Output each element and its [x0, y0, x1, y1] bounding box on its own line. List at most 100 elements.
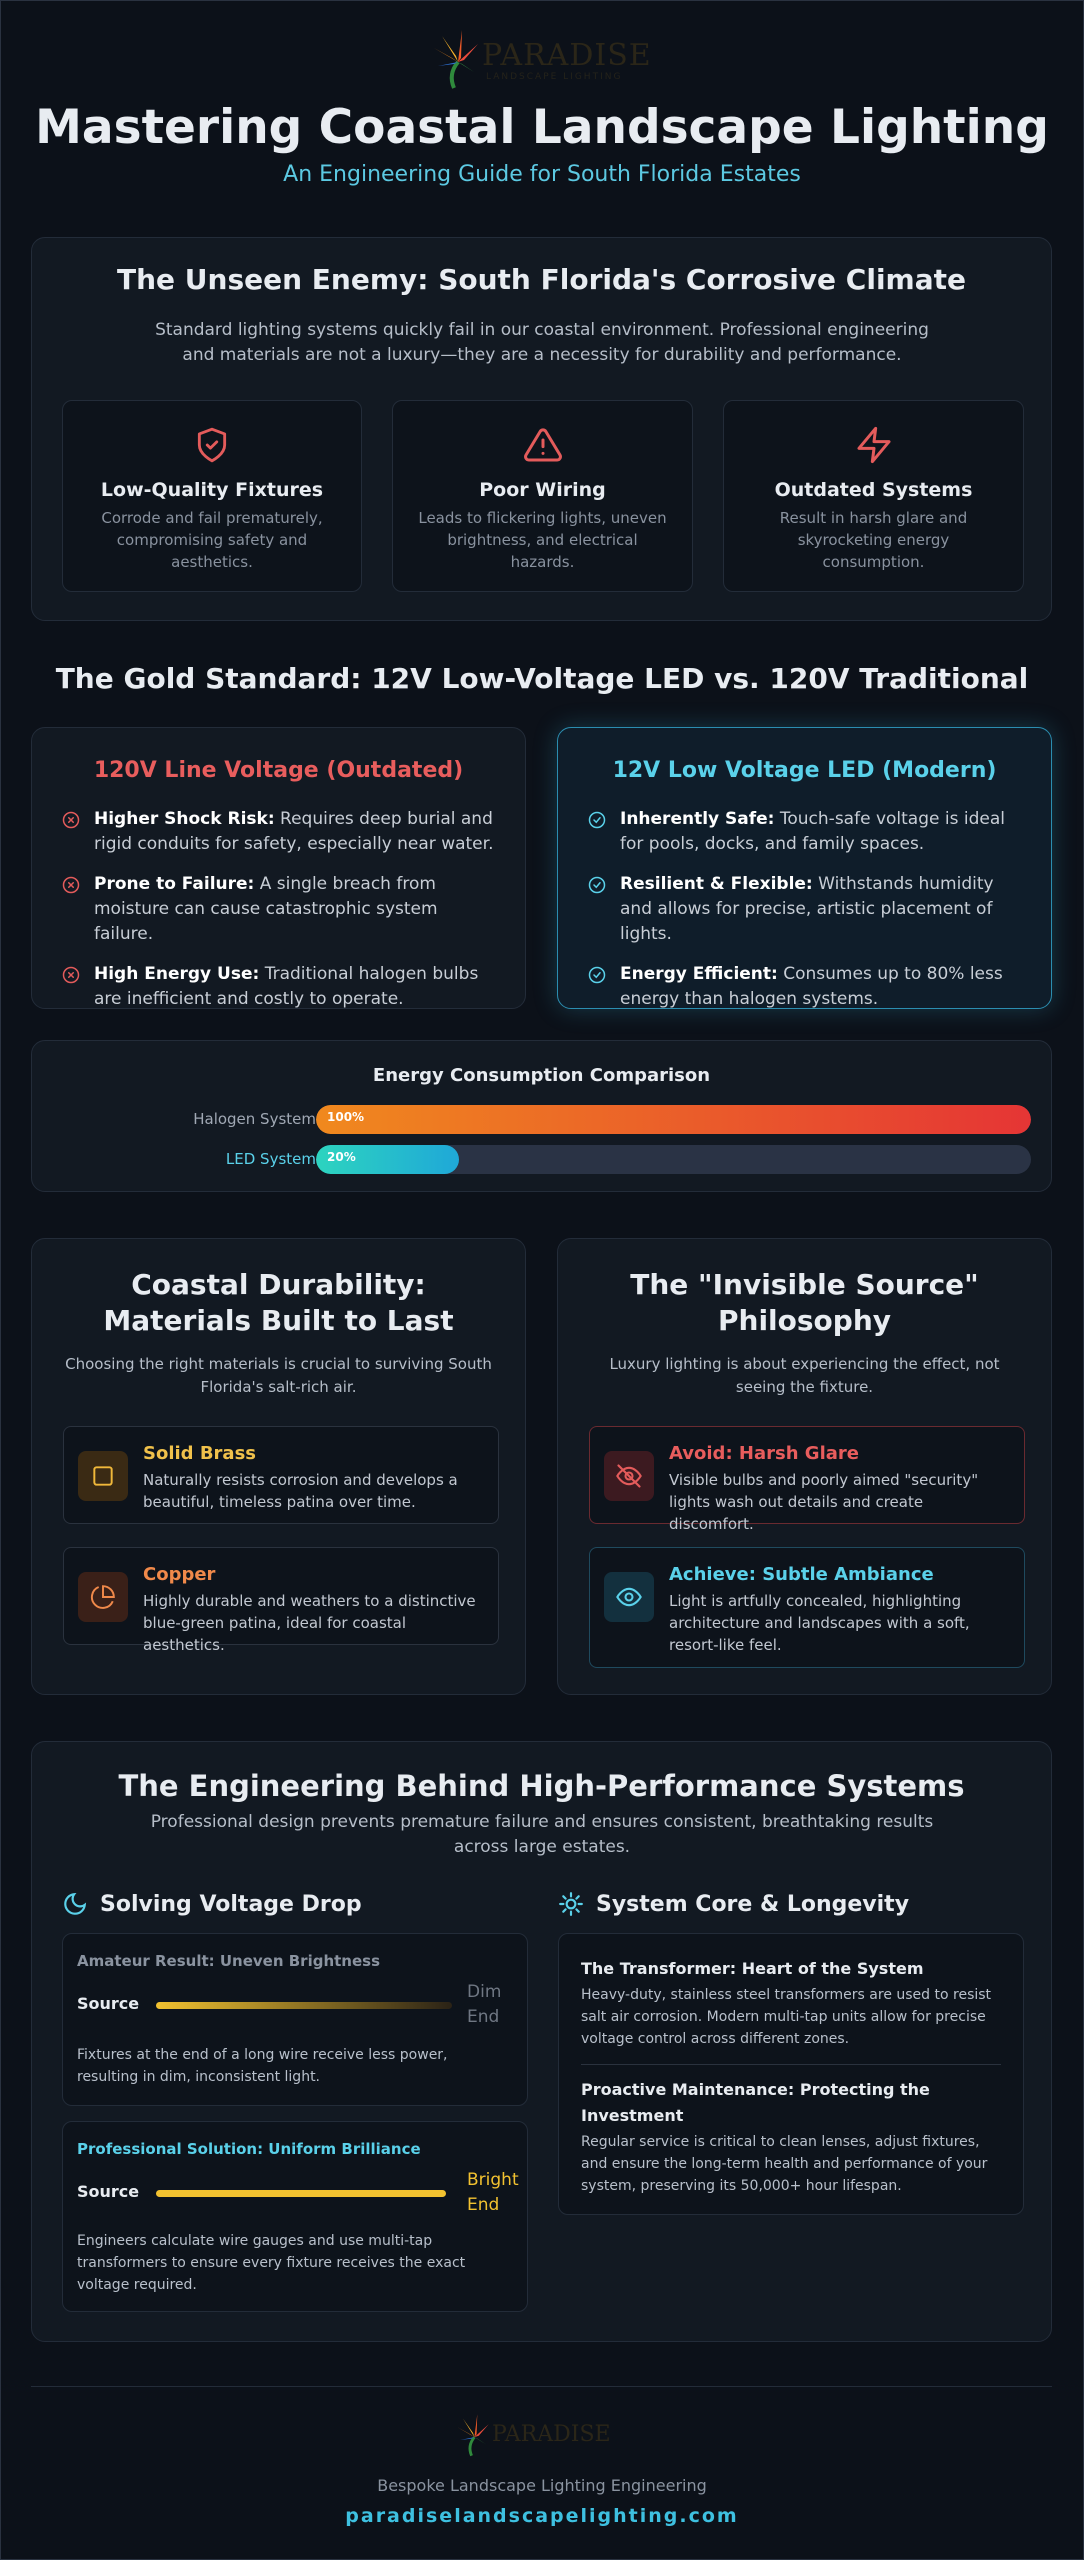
page-subtitle: An Engineering Guide for South Florida E… [283, 162, 801, 187]
footer-logo-icon [457, 2414, 489, 2457]
energy-card: Energy Consumption Comparison Halogen Sy… [31, 1040, 1052, 1192]
material-title: Copper [143, 1564, 216, 1585]
item-label: Resilient & Flexible: [620, 874, 813, 894]
comparison-title: The Gold Standard: 12V Low-Voltage LED v… [55, 662, 1029, 695]
item-label: Prone to Failure: [94, 874, 255, 894]
philosophy-item: Achieve: Subtle Ambiance Light is artful… [589, 1547, 1025, 1668]
energy-bar: 100% [316, 1105, 1031, 1134]
energy-track: 20% [316, 1145, 1031, 1174]
footer-tagline: Bespoke Landscape Lighting Engineering [377, 2476, 707, 2495]
core-item-text: Regular service is critical to clean len… [581, 2134, 988, 2194]
amateur-text: Fixtures at the end of a long wire recei… [77, 2047, 448, 2085]
philosophy-item-text: Light is artfully concealed, highlightin… [669, 1592, 970, 1654]
energy-value-label: 100% [327, 1110, 365, 1124]
item-text: Requires deep burial and rigid conduits … [94, 809, 494, 854]
issue-card: Poor Wiring Leads to flickering lights, … [392, 400, 693, 592]
bolt-icon [857, 426, 890, 464]
check-icon [588, 811, 606, 829]
core-heading: System Core & Longevity [558, 1891, 909, 1917]
amateur-wire [156, 2002, 452, 2009]
core-box: The Transformer: Heart of the System Hea… [558, 1933, 1024, 2215]
climate-title: The Unseen Enemy: South Florida's Corros… [117, 263, 966, 296]
energy-track: 100% [316, 1105, 1031, 1134]
core-divider [581, 2064, 1001, 2065]
philosophy-intro: Luxury lighting is about experiencing th… [609, 1355, 1000, 1396]
energy-bar: 20% [316, 1145, 459, 1174]
shield-icon [197, 427, 227, 463]
energy-row: Halogen System 100% [32, 1105, 1054, 1135]
comparison-item: Resilient & Flexible: Withstands humidit… [558, 872, 1051, 947]
core-item-text: Heavy-duty, stainless steel transformers… [581, 1987, 992, 2047]
pro-title: Professional Solution: Uniform Brillianc… [77, 2140, 421, 2158]
sun-icon [559, 1892, 583, 1916]
footer-divider [31, 2386, 1052, 2387]
amateur-end: Dim End [467, 1982, 502, 2027]
logo-name: PARADISE [482, 38, 652, 73]
item-text: A single breach from moisture can cause … [94, 874, 438, 944]
x-icon [62, 966, 80, 984]
pro-box: Professional Solution: Uniform Brillianc… [62, 2121, 528, 2312]
material-item: Solid Brass Naturally resists corrosion … [63, 1426, 499, 1524]
philosophy-card: The "Invisible Source" Philosophy Luxury… [557, 1238, 1052, 1695]
philosophy-item-text: Visible bulbs and poorly aimed "security… [669, 1471, 979, 1533]
warning-icon [523, 428, 562, 462]
philosophy-item: Avoid: Harsh Glare Visible bulbs and poo… [589, 1426, 1025, 1533]
page-title: Mastering Coastal Landscape Lighting [35, 100, 1049, 155]
footer-url[interactable]: paradiselandscapelighting.com [345, 2505, 739, 2527]
amateur-source: Source [77, 1994, 140, 2013]
issue-card: Outdated Systems Result in harsh glare a… [723, 400, 1024, 592]
moon-icon [64, 1892, 87, 1915]
traditional-card: 120V Line Voltage (Outdated) Higher Shoc… [31, 727, 526, 1009]
energy-label: Halogen System [193, 1110, 316, 1128]
pro-wire [156, 2190, 446, 2197]
pro-source: Source [77, 2182, 140, 2201]
eye-icon [616, 1587, 642, 1607]
material-text: Naturally resists corrosion and develops… [143, 1471, 458, 1511]
core-item-title: Proactive Maintenance: Protecting the In… [581, 2080, 930, 2125]
philosophy-item-title: Avoid: Harsh Glare [669, 1443, 859, 1464]
issue-title: Outdated Systems [774, 479, 973, 501]
amateur-title: Amateur Result: Uneven Brightness [77, 1952, 381, 1970]
item-text: Traditional halogen bulbs are inefficien… [94, 964, 479, 1009]
issue-title: Low-Quality Fixtures [100, 479, 324, 501]
item-label: Inherently Safe: [620, 809, 775, 829]
traditional-list: Higher Shock Risk: Requires deep burial … [32, 807, 525, 1012]
comparison-item: Prone to Failure: A single breach from m… [32, 872, 525, 947]
item-label: High Energy Use: [94, 964, 260, 984]
logo: PARADISE LANDSCAPE LIGHTING [428, 28, 668, 90]
energy-row: LED System 20% [32, 1145, 1054, 1175]
engineering-intro: Professional design prevents premature f… [150, 1812, 934, 1857]
materials-card: Coastal Durability: Materials Built to L… [31, 1238, 526, 1695]
traditional-title: 120V Line Voltage (Outdated) [93, 758, 464, 783]
philosophy-item-title: Achieve: Subtle Ambiance [669, 1564, 934, 1585]
square-icon [93, 1466, 113, 1486]
energy-value-label: 20% [327, 1150, 356, 1164]
voltage-heading: Solving Voltage Drop [62, 1891, 362, 1917]
logo-tagline: LANDSCAPE LIGHTING [486, 72, 623, 82]
comparison-item: Energy Efficient: Consumes up to 80% les… [558, 962, 1051, 1012]
pro-text: Engineers calculate wire gauges and use … [77, 2233, 466, 2293]
pro-end: Bright End [467, 2170, 519, 2215]
item-text: Touch-safe voltage is ideal for pools, d… [620, 809, 1005, 854]
material-icon [78, 1572, 128, 1622]
amateur-box: Amateur Result: Uneven Brightness Source… [62, 1933, 528, 2106]
logo-icon [434, 30, 478, 89]
x-icon [62, 811, 80, 829]
material-icon [78, 1451, 128, 1501]
eye-off-icon [616, 1464, 642, 1488]
check-icon [588, 876, 606, 894]
item-label: Energy Efficient: [620, 964, 778, 984]
engineering-title: The Engineering Behind High-Performance … [118, 1769, 965, 1803]
climate-card: The Unseen Enemy: South Florida's Corros… [31, 237, 1052, 621]
comparison-item: Inherently Safe: Touch-safe voltage is i… [558, 807, 1051, 857]
issue-text: Corrode and fail prematurely, compromisi… [101, 509, 323, 571]
issue-text: Result in harsh glare and skyrocketing e… [779, 509, 968, 571]
philosophy-icon [604, 1572, 654, 1622]
philosophy-icon [604, 1451, 654, 1501]
philosophy-title: The "Invisible Source" Philosophy [630, 1268, 979, 1337]
footer-logo-name: PARADISE [492, 2422, 611, 2447]
led-card: 12V Low Voltage LED (Modern) Inherently … [557, 727, 1052, 1009]
pie-icon [90, 1585, 115, 1609]
